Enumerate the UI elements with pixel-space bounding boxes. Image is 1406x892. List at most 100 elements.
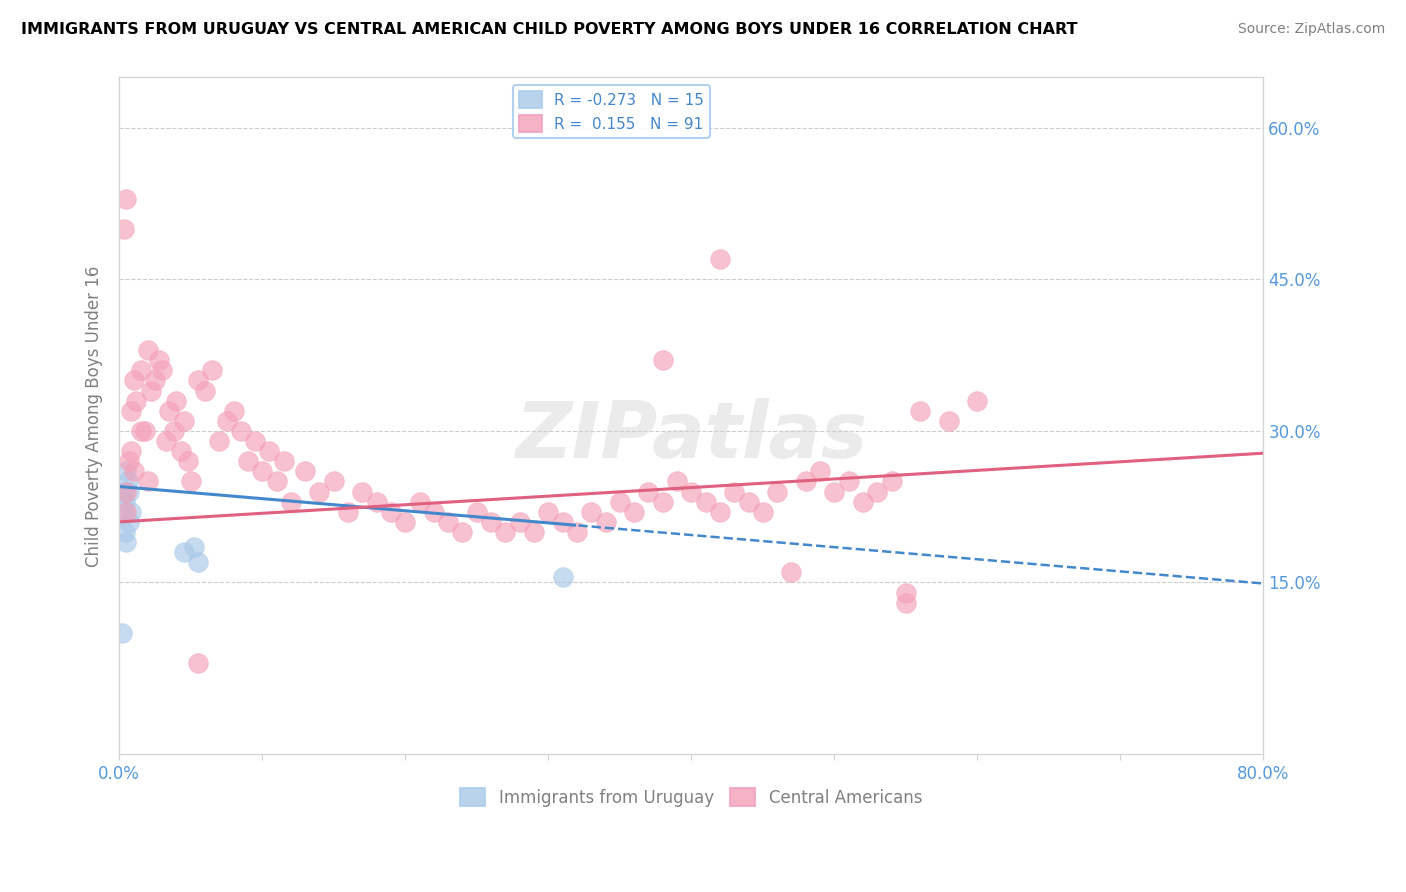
Point [723, 484, 745, 499]
Point [129, 363, 152, 377]
Point [136, 475, 159, 489]
Point [766, 484, 789, 499]
Point [595, 515, 617, 529]
Point [125, 393, 148, 408]
Point [150, 363, 173, 377]
Point [666, 475, 689, 489]
Point [966, 393, 988, 408]
Point [215, 414, 238, 428]
Point [173, 414, 195, 428]
Legend: Immigrants from Uruguay, Central Americans: Immigrants from Uruguay, Central America… [454, 781, 929, 814]
Point [117, 475, 139, 489]
Point [187, 657, 209, 671]
Point [222, 404, 245, 418]
Point [259, 444, 281, 458]
Point [115, 464, 138, 478]
Point [737, 494, 759, 508]
Point [112, 505, 135, 519]
Point [115, 484, 138, 499]
Point [120, 505, 142, 519]
Point [579, 505, 602, 519]
Point [118, 454, 141, 468]
Point [155, 434, 177, 448]
Point [681, 484, 703, 499]
Point [173, 545, 195, 559]
Point [709, 252, 731, 267]
Point [623, 505, 645, 519]
Point [866, 484, 889, 499]
Point [523, 524, 546, 539]
Point [187, 555, 209, 569]
Point [423, 505, 446, 519]
Point [509, 515, 531, 529]
Point [120, 404, 142, 418]
Point [114, 494, 136, 508]
Point [112, 484, 135, 499]
Point [337, 505, 360, 519]
Point [180, 475, 202, 489]
Point [451, 524, 474, 539]
Point [308, 484, 330, 499]
Point [111, 626, 134, 640]
Point [408, 494, 430, 508]
Point [115, 505, 138, 519]
Point [280, 494, 302, 508]
Point [366, 494, 388, 508]
Point [252, 464, 274, 478]
Point [229, 424, 252, 438]
Point [752, 505, 775, 519]
Point [394, 515, 416, 529]
Point [852, 494, 875, 508]
Point [494, 524, 516, 539]
Point [148, 353, 170, 368]
Point [437, 515, 460, 529]
Point [115, 192, 138, 206]
Point [166, 393, 188, 408]
Point [122, 464, 145, 478]
Point [112, 222, 135, 236]
Point [187, 374, 209, 388]
Text: ZIPatlas: ZIPatlas [515, 398, 868, 475]
Point [894, 596, 917, 610]
Point [537, 505, 560, 519]
Y-axis label: Child Poverty Among Boys Under 16: Child Poverty Among Boys Under 16 [86, 265, 103, 566]
Point [294, 464, 316, 478]
Point [201, 363, 224, 377]
Text: IMMIGRANTS FROM URUGUAY VS CENTRAL AMERICAN CHILD POVERTY AMONG BOYS UNDER 16 CO: IMMIGRANTS FROM URUGUAY VS CENTRAL AMERI… [21, 22, 1077, 37]
Point [143, 374, 166, 388]
Point [880, 475, 903, 489]
Point [551, 515, 574, 529]
Point [908, 404, 931, 418]
Point [651, 494, 673, 508]
Point [808, 464, 831, 478]
Point [479, 515, 502, 529]
Point [183, 540, 205, 554]
Point [894, 585, 917, 599]
Point [170, 444, 193, 458]
Point [565, 524, 588, 539]
Point [120, 444, 142, 458]
Point [118, 484, 141, 499]
Point [177, 454, 200, 468]
Point [609, 494, 631, 508]
Point [122, 374, 145, 388]
Point [118, 515, 141, 529]
Point [709, 505, 731, 519]
Point [162, 424, 184, 438]
Point [551, 570, 574, 584]
Point [115, 535, 138, 549]
Point [352, 484, 374, 499]
Point [114, 524, 136, 539]
Point [838, 475, 860, 489]
Point [266, 475, 288, 489]
Point [465, 505, 488, 519]
Point [136, 343, 159, 358]
Point [695, 494, 717, 508]
Point [194, 384, 217, 398]
Point [938, 414, 960, 428]
Point [157, 404, 180, 418]
Point [129, 424, 152, 438]
Point [794, 475, 817, 489]
Point [208, 434, 231, 448]
Point [236, 454, 259, 468]
